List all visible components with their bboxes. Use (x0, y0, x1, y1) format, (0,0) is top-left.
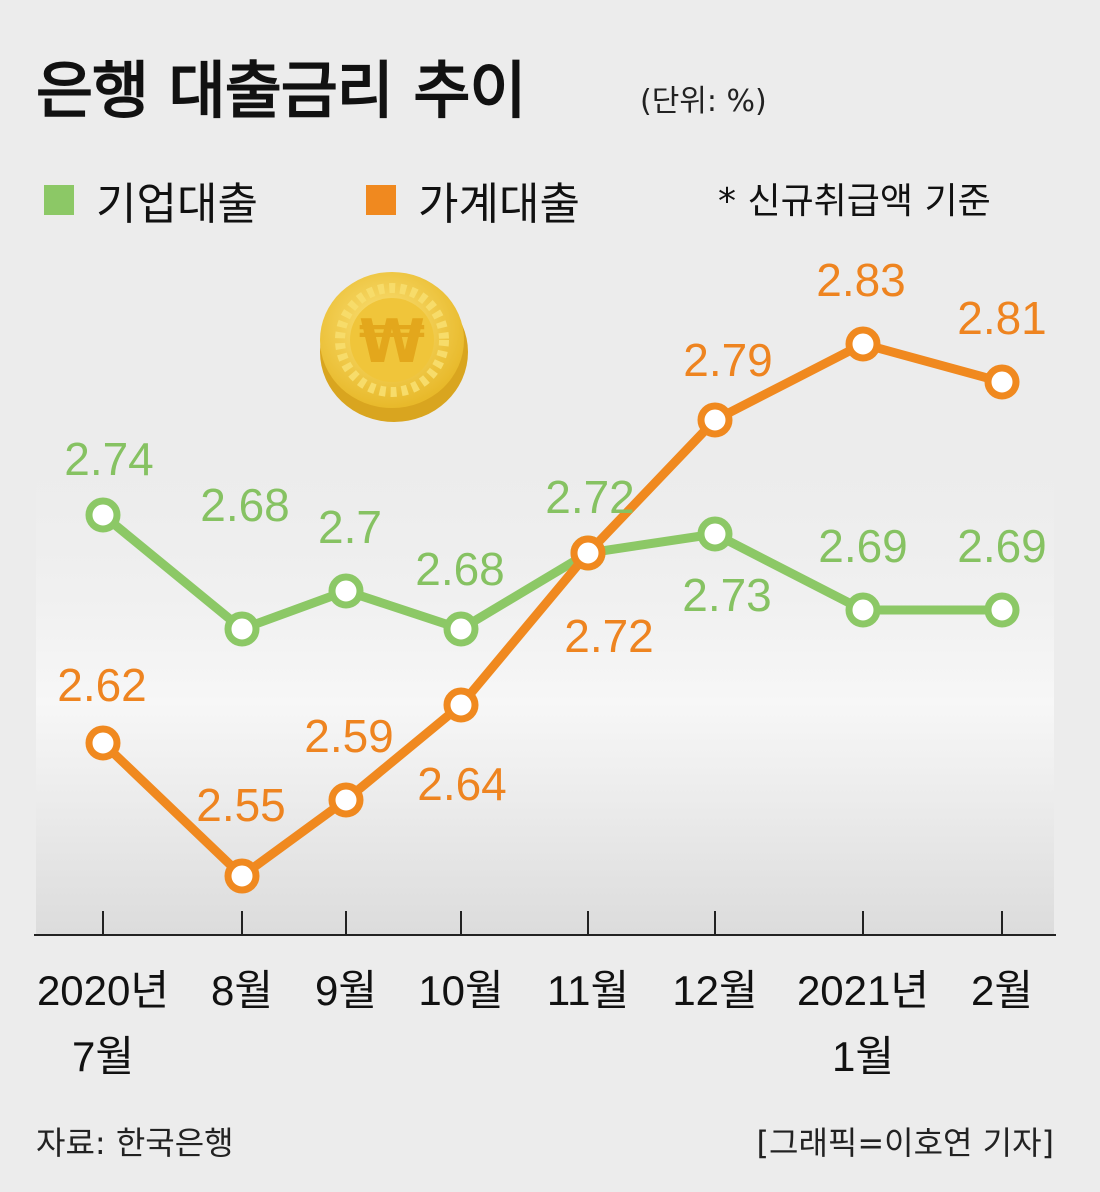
chart-title: 은행 대출금리 추이 (36, 54, 526, 127)
x-tick-label: 2월 (971, 967, 1033, 1014)
data-label-household: 2.55 (196, 779, 286, 831)
data-label-corporate: 2.68 (200, 479, 290, 531)
data-label-household: 2.64 (417, 758, 507, 810)
data-point-household (328, 782, 364, 818)
data-label-household: 2.79 (683, 334, 773, 386)
data-point-corporate (984, 592, 1020, 628)
legend-label-corporate: 기업대출 (96, 179, 258, 230)
data-point-corporate (443, 611, 479, 647)
data-label-corporate: 2.68 (415, 543, 505, 595)
x-tick-label: 10월 (418, 967, 503, 1014)
coin-symbol: ₩ (359, 307, 425, 377)
graphic-credit: [그래픽=이호연 기자] (756, 1124, 1054, 1162)
legend-corporate: 기업대출 (44, 168, 258, 232)
data-label-household: 2.62 (57, 659, 147, 711)
legend-household: 가계대출 (366, 168, 580, 232)
data-label-household: 2.81 (957, 292, 1047, 344)
data-label-household: 2.59 (304, 710, 394, 762)
won-coin-icon: ₩ (320, 272, 468, 422)
data-point-corporate (328, 573, 364, 609)
data-point-household (570, 535, 606, 571)
data-point-household (984, 364, 1020, 400)
data-label-corporate: 2.74 (64, 433, 154, 485)
data-point-household (697, 402, 733, 438)
x-tick-label: 2021년 1월 (797, 967, 929, 1080)
data-label-household: 2.72 (564, 610, 654, 662)
x-tick-label: 12월 (672, 967, 757, 1014)
legend-swatch-household (366, 185, 396, 215)
legend-label-household: 가계대출 (418, 179, 580, 230)
x-tick-label: 9월 (315, 967, 377, 1014)
data-label-household: 2.83 (816, 254, 906, 306)
data-label-corporate: 2.69 (818, 520, 908, 572)
data-point-household (224, 858, 260, 894)
source-note: 자료: 한국은행 (36, 1124, 234, 1162)
x-tick-label: 2020년 7월 (37, 967, 169, 1080)
data-point-household (85, 725, 121, 761)
data-point-corporate (845, 592, 881, 628)
plot-background (36, 420, 1054, 934)
data-point-corporate (85, 497, 121, 533)
series-line-corporate (98, 510, 1007, 634)
legend-swatch-corporate (44, 185, 74, 215)
data-point-household (443, 687, 479, 723)
unit-label: (단위: %) (640, 84, 767, 119)
data-point-corporate (224, 611, 260, 647)
data-label-corporate: 2.72 (545, 471, 635, 523)
data-point-corporate (697, 516, 733, 552)
x-tick-label: 11월 (547, 967, 629, 1014)
data-label-corporate: 2.7 (318, 501, 382, 553)
data-label-corporate: 2.69 (957, 520, 1047, 572)
data-label-corporate: 2.73 (682, 569, 772, 621)
basis-note: * 신규취급액 기준 (718, 181, 991, 222)
data-point-household (845, 326, 881, 362)
series-line-household (98, 339, 1007, 881)
x-tick-label: 8월 (211, 967, 273, 1014)
